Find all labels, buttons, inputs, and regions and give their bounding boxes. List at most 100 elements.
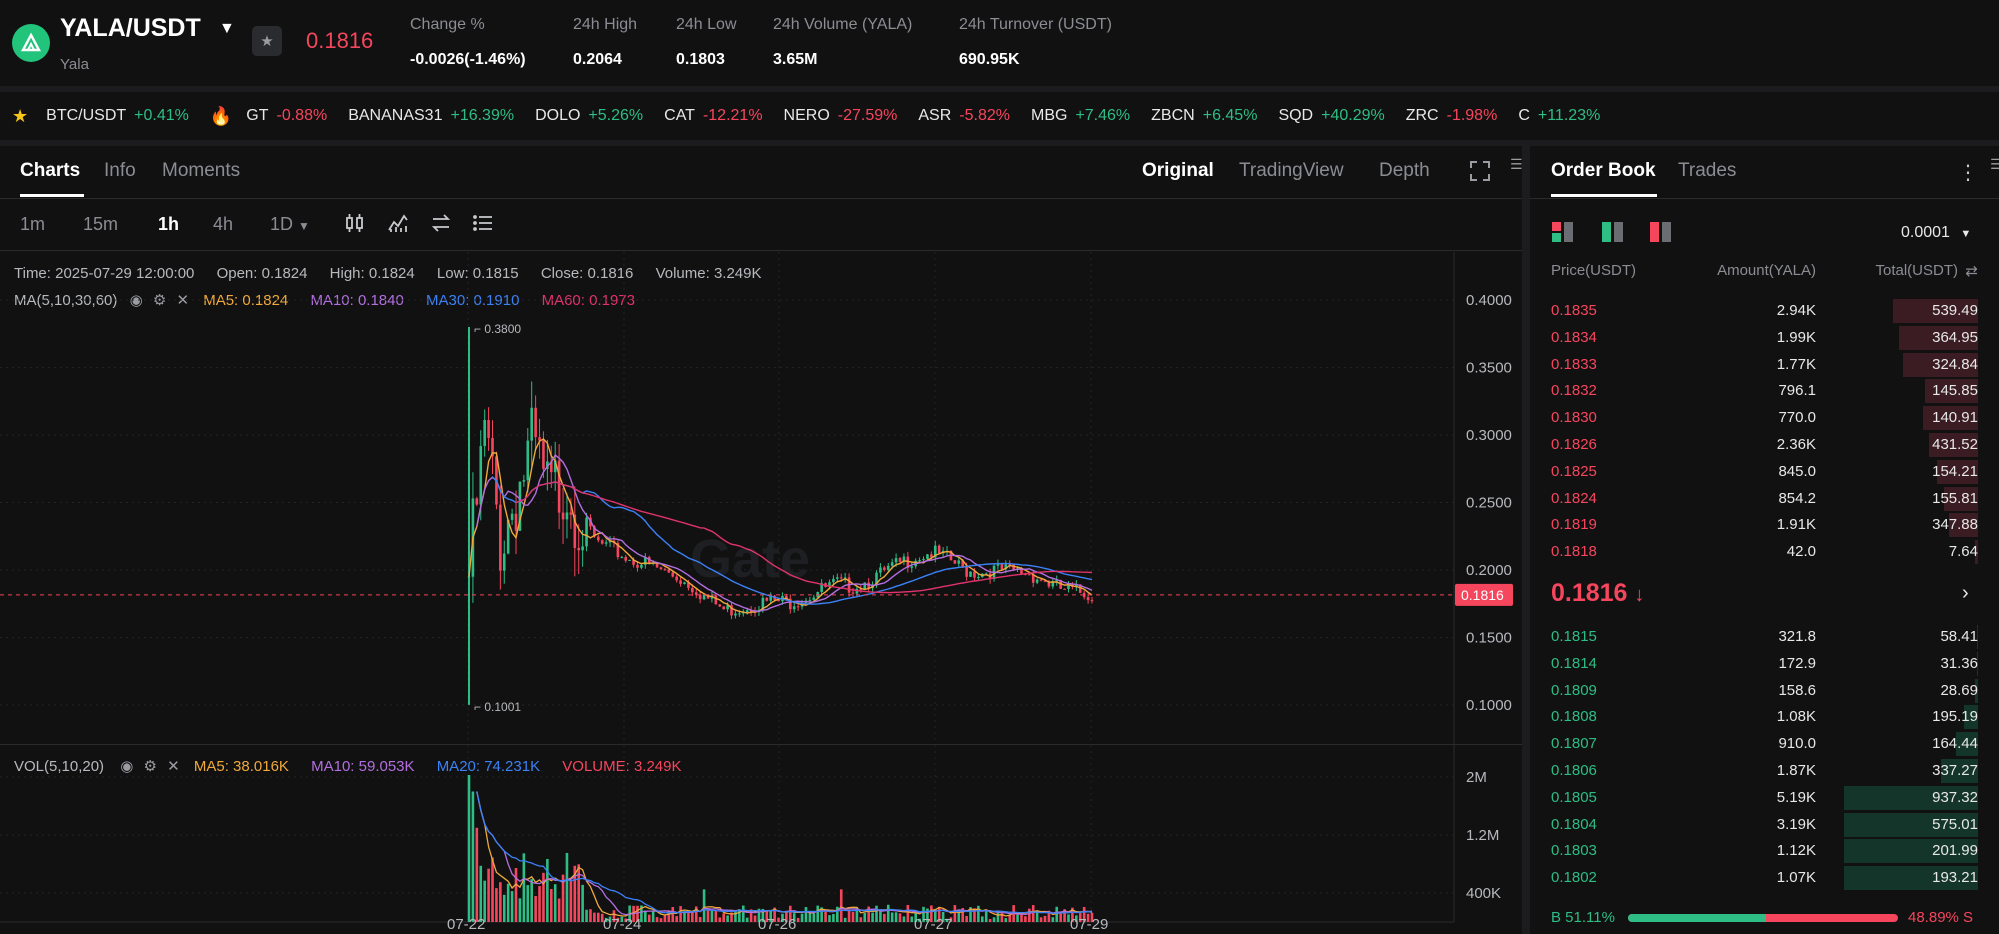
volume-bar [796,917,800,922]
settings-icon[interactable]: ⚙ [143,758,157,775]
bid-row[interactable]: 0.1807 910.0 164.44 [1551,731,1978,758]
candle-body [636,564,639,568]
tab-charts[interactable]: Charts [20,160,81,181]
timeframe-1m[interactable]: 1m [20,214,46,234]
bid-row[interactable]: 0.1803 1.12K 201.99 [1551,838,1978,865]
bid-row[interactable]: 0.1815 321.8 58.41 [1551,624,1978,651]
close-icon[interactable]: ✕ [167,758,180,775]
order-amount: 1.08K [1776,708,1816,726]
bid-row[interactable]: 0.1814 172.9 31.36 [1551,651,1978,678]
chevron-right-icon[interactable]: › [1962,582,1969,604]
settings-list-icon[interactable] [472,212,494,238]
panel-menu-icon[interactable]: ☰ [1510,156,1523,172]
ticker-item[interactable]: SQD +40.29% [1278,107,1384,125]
ask-row[interactable]: 0.1833 1.77K 324.84 [1551,352,1978,379]
tab-info[interactable]: Info [104,160,136,181]
ask-row[interactable]: 0.1830 770.0 140.91 [1551,405,1978,432]
tab-original[interactable]: Original [1142,160,1214,181]
ticker-item[interactable]: MBG +7.46% [1031,107,1130,125]
eye-icon[interactable]: ◉ [129,292,143,309]
favorites-star-icon[interactable]: ★ [12,105,29,126]
ticker-change: -27.59% [837,107,898,124]
close-icon[interactable]: ✕ [176,292,190,309]
view-asks-icon[interactable] [1649,221,1675,247]
ask-row[interactable]: 0.1819 1.91K 347.88 [1551,512,1978,539]
volume-bar [569,880,573,922]
ticker-item[interactable]: ZRC -1.98% [1406,107,1498,125]
favorite-star-icon[interactable]: ★ [252,26,282,56]
order-price: 0.1833 [1551,355,1597,373]
volume-bar [483,880,486,922]
volume-bar [718,917,722,922]
eye-icon[interactable]: ◉ [120,758,134,775]
compare-swap-icon[interactable] [430,212,452,238]
ticker-item[interactable]: BANANAS31 +16.39% [348,107,514,125]
panel-menu-icon[interactable]: ☰ [1990,156,1999,172]
view-both-icon[interactable] [1551,221,1577,247]
ask-row[interactable]: 0.1826 2.36K 431.52 [1551,432,1978,459]
tab-moments[interactable]: Moments [162,160,241,181]
volume-bar [1043,915,1047,922]
view-bids-icon[interactable] [1601,221,1627,247]
settings-icon[interactable]: ⚙ [152,292,167,309]
timeframe-1h[interactable]: 1h [158,214,180,234]
ask-row[interactable]: 0.1835 2.94K 539.49 [1551,298,1978,325]
candle-type-icon[interactable] [344,212,366,238]
volume-bar [839,889,843,922]
volume-bar [667,910,671,922]
ask-row[interactable]: 0.1824 854.2 155.81 [1551,486,1978,513]
ticker-item[interactable]: BTC/USDT +0.41% [46,107,189,125]
ticker-item[interactable]: ASR -5.82% [918,107,1010,125]
ticker-change: +6.45% [1202,107,1258,124]
candle-body [561,512,565,520]
ticker-item[interactable]: DOLO +5.26% [535,107,643,125]
depth-bar [1902,352,1978,377]
ticker-item[interactable]: C +11.23% [1518,107,1600,125]
price-chart[interactable]: Gate ⌐ 0.3800 ⌐ 0.1001 0.1816 0.4000 0.350… [0,252,1522,744]
ma-legend: MA(5,10,30,60) ◉ ⚙ ✕ MA5: 0.1824 MA10: 0… [14,291,635,309]
toggle-unit-icon[interactable]: ⇄ [1965,263,1978,280]
bid-row[interactable]: 0.1809 158.6 28.69 [1551,678,1978,705]
precision-select[interactable]: 0.0001 ▼ [1901,224,1971,242]
bid-row[interactable]: 0.1802 1.07K 193.21 [1551,865,1978,892]
fullscreen-icon[interactable] [1469,160,1491,182]
timeframe-1d[interactable]: 1D ▼ [270,214,310,235]
ask-row[interactable]: 0.1834 1.99K 364.95 [1551,325,1978,352]
ticker-item[interactable]: NERO -27.59% [784,107,898,125]
pair-dropdown-icon[interactable]: ▼ [219,20,235,37]
depth-bar [1949,513,1978,538]
volume-bar [1031,905,1035,922]
candle-body [745,610,749,613]
bid-row[interactable]: 0.1806 1.87K 337.27 [1551,758,1978,785]
ticker-name: C [1518,107,1530,124]
ask-row[interactable]: 0.1818 42.0 7.64 [1551,539,1978,566]
ticker-name: BANANAS31 [348,107,443,124]
depth-bar [1924,379,1978,404]
ticker-item[interactable]: GT -0.88% [246,107,327,125]
indicator-icon[interactable] [387,212,409,238]
tab-tradingview[interactable]: TradingView [1239,160,1344,181]
timeframe-caret-icon: ▼ [298,219,310,233]
ticker-item[interactable]: CAT -12.21% [664,107,762,125]
volume-bar [530,879,533,922]
candle-body [855,588,859,594]
ask-row[interactable]: 0.1832 796.1 145.85 [1551,378,1978,405]
volume-chart[interactable]: 2M 1.2M 400K 07-22 07-24 07-26 07-27 07-29 [0,745,1522,930]
tab-depth[interactable]: Depth [1379,160,1430,181]
volume-bar [753,915,757,922]
volume-bar [612,910,616,922]
timeframe-4h[interactable]: 4h [213,214,234,234]
more-vertical-icon[interactable]: ⋮ [1958,162,1978,184]
volume-bar [883,913,886,922]
bid-row[interactable]: 0.1805 5.19K 937.32 [1551,785,1978,812]
timeframe-15m[interactable]: 15m [83,214,119,234]
tab-trades[interactable]: Trades [1678,160,1737,181]
ask-row[interactable]: 0.1825 845.0 154.21 [1551,459,1978,486]
order-total: 58.41 [1940,628,1978,645]
tab-order-book[interactable]: Order Book [1551,160,1656,181]
ticker-item[interactable]: ZBCN +6.45% [1151,107,1257,125]
bid-row[interactable]: 0.1808 1.08K 195.19 [1551,704,1978,731]
bid-row[interactable]: 0.1804 3.19K 575.01 [1551,812,1978,839]
candle-body [628,559,631,561]
pair-name[interactable]: YALA/USDT [60,14,201,42]
